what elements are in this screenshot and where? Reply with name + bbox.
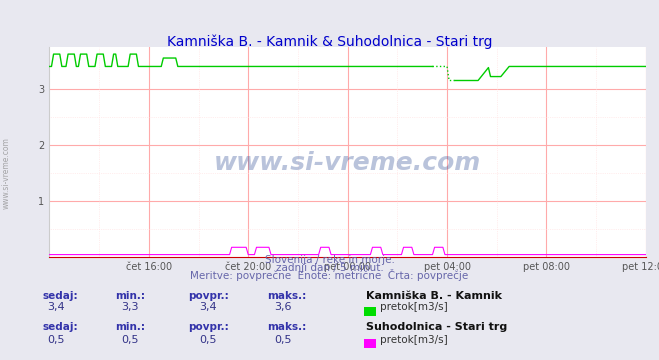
Text: 0,5: 0,5 xyxy=(121,335,138,345)
Text: 0,5: 0,5 xyxy=(275,335,292,345)
Text: 0,5: 0,5 xyxy=(47,335,65,345)
Text: Kamniška B. - Kamnik: Kamniška B. - Kamnik xyxy=(366,291,501,301)
Text: povpr.:: povpr.: xyxy=(188,323,229,333)
Text: sedaj:: sedaj: xyxy=(43,323,78,333)
Text: min.:: min.: xyxy=(115,323,146,333)
Text: min.:: min.: xyxy=(115,291,146,301)
Text: 0,5: 0,5 xyxy=(199,335,216,345)
Text: www.si-vreme.com: www.si-vreme.com xyxy=(2,137,11,209)
Text: sedaj:: sedaj: xyxy=(43,291,78,301)
Text: Suhodolnica - Stari trg: Suhodolnica - Stari trg xyxy=(366,323,507,333)
Text: zadnji dan / 5 minut.: zadnji dan / 5 minut. xyxy=(275,263,384,273)
Text: Slovenija / reke in morje.: Slovenija / reke in morje. xyxy=(264,255,395,265)
Text: 3,4: 3,4 xyxy=(199,302,216,312)
Text: 3,4: 3,4 xyxy=(47,302,65,312)
Text: pretok[m3/s]: pretok[m3/s] xyxy=(380,302,448,312)
Text: maks.:: maks.: xyxy=(267,291,306,301)
Text: 3,6: 3,6 xyxy=(275,302,292,312)
Text: Kamniška B. - Kamnik & Suhodolnica - Stari trg: Kamniška B. - Kamnik & Suhodolnica - Sta… xyxy=(167,34,492,49)
Text: maks.:: maks.: xyxy=(267,323,306,333)
Text: www.si-vreme.com: www.si-vreme.com xyxy=(214,150,481,175)
Text: 3,3: 3,3 xyxy=(121,302,138,312)
Text: Meritve: povprečne  Enote: metrične  Črta: povprečje: Meritve: povprečne Enote: metrične Črta:… xyxy=(190,269,469,281)
Text: povpr.:: povpr.: xyxy=(188,291,229,301)
Text: pretok[m3/s]: pretok[m3/s] xyxy=(380,335,448,345)
